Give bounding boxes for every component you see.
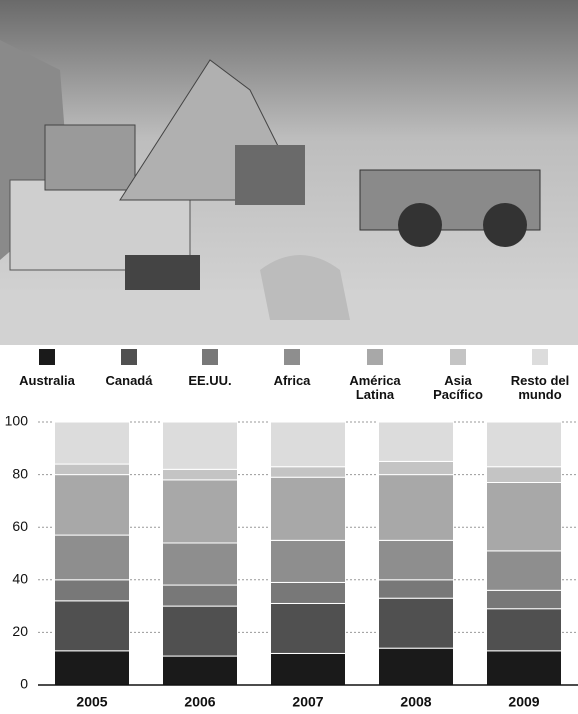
chart: 0 20 40 60 80 100 2005 2006 2007 2008 2009	[0, 0, 578, 714]
x-tick-label: 2006	[184, 694, 215, 710]
legend-swatch	[367, 349, 383, 365]
bar-segment	[379, 580, 454, 598]
bar-segment	[271, 603, 346, 653]
bar-segment	[379, 648, 454, 685]
bar-segment	[487, 551, 562, 590]
bar-segment	[55, 422, 130, 464]
bar-segment	[163, 585, 238, 606]
y-tick-label: 40	[12, 571, 28, 587]
bar-segment	[487, 422, 562, 467]
bar-segment	[271, 422, 346, 467]
legend-swatch	[202, 349, 218, 365]
bar-segment	[55, 475, 130, 535]
bar-segment	[379, 475, 454, 541]
bar-segment	[271, 540, 346, 582]
bar-segment	[379, 422, 454, 461]
y-tick-label: 100	[5, 413, 29, 429]
bar-segment	[163, 480, 238, 543]
bar-segment	[487, 609, 562, 651]
bar-segment	[487, 467, 562, 483]
legend-swatch	[450, 349, 466, 365]
bar-segment	[163, 422, 238, 469]
bar-segment	[271, 477, 346, 540]
x-tick-label: 2005	[76, 694, 107, 710]
x-tick-label: 2009	[508, 694, 539, 710]
legend-label: EE.UU.	[173, 374, 247, 388]
bar-segment	[163, 543, 238, 585]
y-tick-label: 80	[12, 465, 28, 481]
x-tick-label: 2008	[400, 694, 431, 710]
bar-segment	[379, 461, 454, 474]
bar-segment	[55, 601, 130, 651]
legend-swatch	[284, 349, 300, 365]
bar-segment	[55, 580, 130, 601]
bar-segment	[271, 467, 346, 478]
bar-segment	[271, 582, 346, 603]
legend-swatch	[532, 349, 548, 365]
bar-segment	[271, 653, 346, 685]
bar-segment	[55, 535, 130, 580]
bar-segment	[163, 469, 238, 480]
legend-label: América Latina	[338, 374, 412, 402]
legend-label: Resto del mundo	[503, 374, 577, 402]
bar-segment	[163, 606, 238, 656]
legend-swatch	[121, 349, 137, 365]
bar-segment	[55, 464, 130, 475]
bar-segment	[379, 598, 454, 648]
legend-swatch	[39, 349, 55, 365]
bar-segment	[487, 482, 562, 550]
bar-segment	[379, 540, 454, 579]
photo	[0, 0, 578, 345]
y-tick-label: 0	[20, 676, 28, 692]
bar-segment	[487, 651, 562, 685]
page: 0 20 40 60 80 100 2005 2006 2007 2008 2009 Austral…	[0, 0, 578, 714]
legend-label: Africa	[255, 374, 329, 388]
y-tick-label: 60	[12, 518, 28, 534]
bar-segment	[55, 651, 130, 685]
legend-label: Asia Pacífico	[421, 374, 495, 402]
legend-label: Australia	[10, 374, 84, 388]
y-tick-label: 20	[12, 623, 28, 639]
bar-segment	[163, 656, 238, 685]
x-tick-label: 2007	[292, 694, 323, 710]
legend-label: Canadá	[92, 374, 166, 388]
bar-segment	[487, 590, 562, 608]
